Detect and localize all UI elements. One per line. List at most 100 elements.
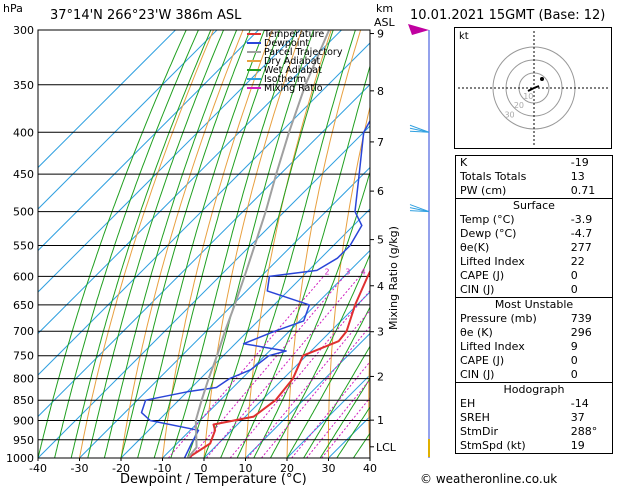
temperature-line <box>187 269 370 458</box>
index-value: 288° <box>566 425 613 439</box>
mixing-ratio-tick-label: 4 <box>361 267 366 276</box>
x-tick-label: 20 <box>280 462 294 475</box>
index-value: 296 <box>566 326 613 340</box>
mixing-ratio-tick-label: 3 <box>345 267 350 276</box>
km-tick-label: 1 <box>377 414 384 427</box>
index-value: 739 <box>566 312 613 326</box>
pressure-tick-label: 950 <box>13 434 34 447</box>
section-title: Hodograph <box>455 382 613 397</box>
index-label: CAPE (J) <box>454 269 567 283</box>
isotherm-line <box>38 42 370 376</box>
index-label: θe (K) <box>454 326 567 340</box>
index-value: 37 <box>566 411 613 425</box>
x-tick-label: 10 <box>239 462 253 475</box>
section-title: Most Unstable <box>455 297 613 312</box>
isotherm-line <box>79 166 370 458</box>
mixing-ratio-tick-label: 8 <box>399 267 404 276</box>
x-tick-label: -30 <box>71 462 89 475</box>
index-value: 9 <box>566 340 613 354</box>
lcl-label: LCL <box>376 441 397 454</box>
tt-label: Totals Totals <box>454 170 567 184</box>
pressure-tick-label: 400 <box>13 126 34 139</box>
wet-adiabat-line <box>286 306 370 458</box>
tt-value: 13 <box>566 170 613 184</box>
x-tick-label: -40 <box>29 462 47 475</box>
index-label: θe(K) <box>454 241 567 255</box>
wet-adiabat-line <box>269 253 370 458</box>
pressure-lines <box>38 29 370 459</box>
parcel-trajectory-line <box>187 30 331 458</box>
km-tick-label: 5 <box>377 234 384 247</box>
isotherm-line <box>245 332 370 458</box>
mixing-ratio-line <box>206 276 360 458</box>
isotherm-line <box>412 30 451 458</box>
index-label: Dewp (°C) <box>454 227 567 241</box>
pressure-tick-label: 800 <box>13 373 34 386</box>
km-tick-label: 7 <box>377 136 384 149</box>
index-value: 0 <box>566 354 613 368</box>
pressure-tick-label: 500 <box>13 206 34 219</box>
index-label: CIN (J) <box>454 368 567 383</box>
index-value: 19 <box>566 439 613 454</box>
pressure-tick-label: 1000 <box>6 452 34 465</box>
pressure-tick-label: 450 <box>13 168 34 181</box>
dry-adiabat-line <box>120 30 244 458</box>
pressure-tick-label: 600 <box>13 270 34 283</box>
wind-barb <box>409 130 430 133</box>
legend-label: Dewpoint <box>264 38 309 49</box>
km-unit-label: km <box>376 2 394 15</box>
wet-adiabat-line <box>137 30 265 458</box>
pressure-tick-label: 900 <box>13 415 34 428</box>
x-axis-label: Dewpoint / Temperature (°C) <box>120 472 307 486</box>
k-label: K <box>454 155 567 170</box>
pw-label: PW (cm) <box>454 184 567 199</box>
dry-adiabat-line <box>446 30 450 458</box>
x-tick-label: 40 <box>363 462 377 475</box>
k-value: -19 <box>566 155 613 170</box>
location-label: 37°14'N 266°23'W 386m ASL <box>50 8 242 23</box>
isotherm-line <box>38 125 370 458</box>
km-tick-label: 3 <box>377 326 384 339</box>
mixing-ratio-tick-label: 16 <box>441 267 450 276</box>
wind-barb-flag <box>408 24 429 35</box>
isotherm-line <box>162 249 370 458</box>
legend-label: Mixing Ratio <box>264 83 323 94</box>
index-label: CIN (J) <box>454 283 567 298</box>
hodograph-ring-label: 10 <box>523 92 533 101</box>
index-label: StmDir <box>454 425 567 439</box>
km-tick-label: 8 <box>377 85 384 98</box>
pw-value: 0.71 <box>566 184 613 199</box>
sounding-series <box>140 30 370 458</box>
mixing-ratio-tick-label: 2 <box>325 267 330 276</box>
storm-motion-marker <box>540 77 544 81</box>
pressure-tick-label: 650 <box>13 299 34 312</box>
index-value: 0 <box>566 269 613 283</box>
wet-adiabat-line <box>352 432 370 458</box>
isotherm-line <box>286 374 370 458</box>
index-value: -14 <box>566 397 613 411</box>
dry-adiabat-line <box>368 336 370 458</box>
wet-adiabat-line <box>103 30 238 458</box>
index-value: 22 <box>566 255 613 269</box>
isotherm-line <box>38 30 301 293</box>
index-value: 0 <box>566 283 613 298</box>
dry-adiabat-line <box>408 30 449 458</box>
x-tick-label: 30 <box>322 462 336 475</box>
mixing-ratio-lines: 2346810162025 <box>168 267 450 458</box>
wet-adiabat-line <box>319 377 370 458</box>
hodograph-unit-label: kt <box>459 31 469 42</box>
hodograph-trace <box>527 85 540 92</box>
index-label: Temp (°C) <box>454 213 567 227</box>
isotherm-line <box>203 291 370 458</box>
wind-barbs <box>408 24 430 458</box>
index-label: CAPE (J) <box>454 354 567 368</box>
km-tick-label: 4 <box>377 280 384 293</box>
pressure-tick-label: 700 <box>13 325 34 338</box>
x-tick-label: -20 <box>112 462 130 475</box>
section-title: Surface <box>455 198 613 213</box>
index-value: -4.7 <box>566 227 613 241</box>
mixing-ratio-line <box>321 396 370 458</box>
x-tick-label: 0 <box>201 462 208 475</box>
isotherm-line <box>38 30 218 210</box>
